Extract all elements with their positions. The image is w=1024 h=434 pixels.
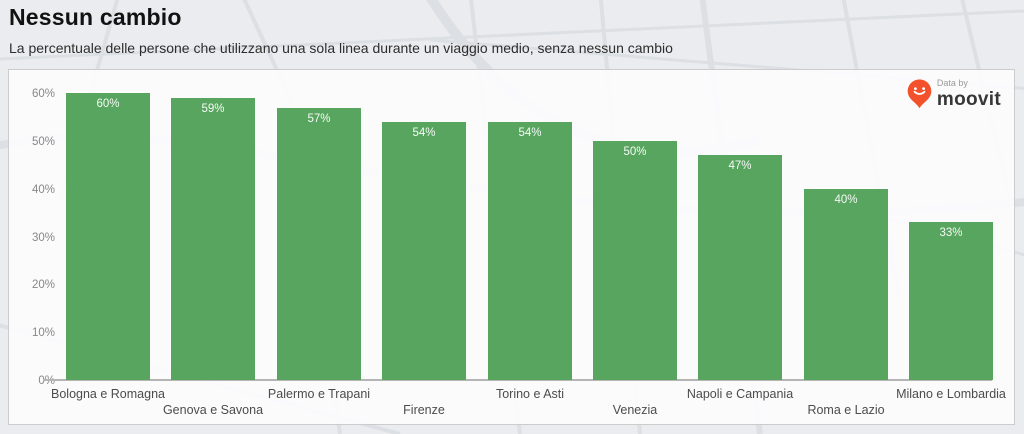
chart-header: Nessun cambio La percentuale delle perso… — [9, 4, 673, 56]
page-subtitle: La percentuale delle persone che utilizz… — [9, 40, 673, 56]
bar-value-label: 47% — [728, 160, 752, 172]
y-tick-label: 10% — [31, 327, 55, 339]
bar-milano-e-lombardia: 33% — [909, 222, 993, 380]
y-tick-label: 30% — [31, 232, 55, 244]
moovit-pin-icon — [907, 79, 932, 109]
x-category-label: Venezia — [612, 403, 658, 417]
x-category-label: Palermo e Trapani — [267, 387, 371, 401]
x-category-label: Napoli e Campania — [686, 387, 794, 401]
bar-value-label: 60% — [96, 98, 120, 110]
bar-value-label: 33% — [939, 227, 963, 239]
y-tick-label: 60% — [31, 88, 55, 100]
bar-venezia: 50% — [593, 141, 677, 380]
bar-value-label: 54% — [518, 127, 542, 139]
bar-value-label: 54% — [412, 127, 436, 139]
moovit-attribution: Data by moovit — [907, 79, 1001, 109]
bar-palermo-e-trapani: 57% — [277, 108, 361, 380]
bar-napoli-e-campania: 47% — [698, 155, 782, 380]
bar-value-label: 57% — [307, 113, 331, 125]
y-tick-label: 20% — [31, 279, 55, 291]
bar-roma-e-lazio: 40% — [804, 189, 888, 380]
x-category-label: Genova e Savona — [162, 403, 264, 417]
page-title: Nessun cambio — [9, 4, 182, 30]
y-tick-label: 0% — [38, 375, 55, 387]
bar-torino-e-asti: 54% — [488, 122, 572, 380]
x-category-label: Torino e Asti — [495, 387, 565, 401]
bar-value-label: 40% — [834, 194, 858, 206]
x-category-label: Roma e Lazio — [807, 403, 885, 417]
attribution-text: Data by moovit — [936, 78, 1001, 110]
bar-value-label: 50% — [623, 146, 647, 158]
bar-firenze: 54% — [382, 122, 466, 380]
y-tick-label: 50% — [31, 136, 55, 148]
x-category-label: Milano e Lombardia — [896, 387, 1006, 401]
bar-value-label: 59% — [201, 103, 225, 115]
chart-panel: Data by moovit 0% 10% 20% 30% 40% 50% 60% 60% 5… — [8, 69, 1015, 425]
y-tick-label: 40% — [31, 184, 55, 196]
bar-bologna-e-romagna: 60% — [66, 93, 150, 380]
x-category-label: Bologna e Romagna — [51, 387, 165, 401]
bar-genova-e-savona: 59% — [171, 98, 255, 380]
data-by-label: Data by — [936, 78, 968, 88]
moovit-wordmark: moovit — [936, 89, 1001, 110]
x-category-label: Firenze — [403, 403, 445, 417]
